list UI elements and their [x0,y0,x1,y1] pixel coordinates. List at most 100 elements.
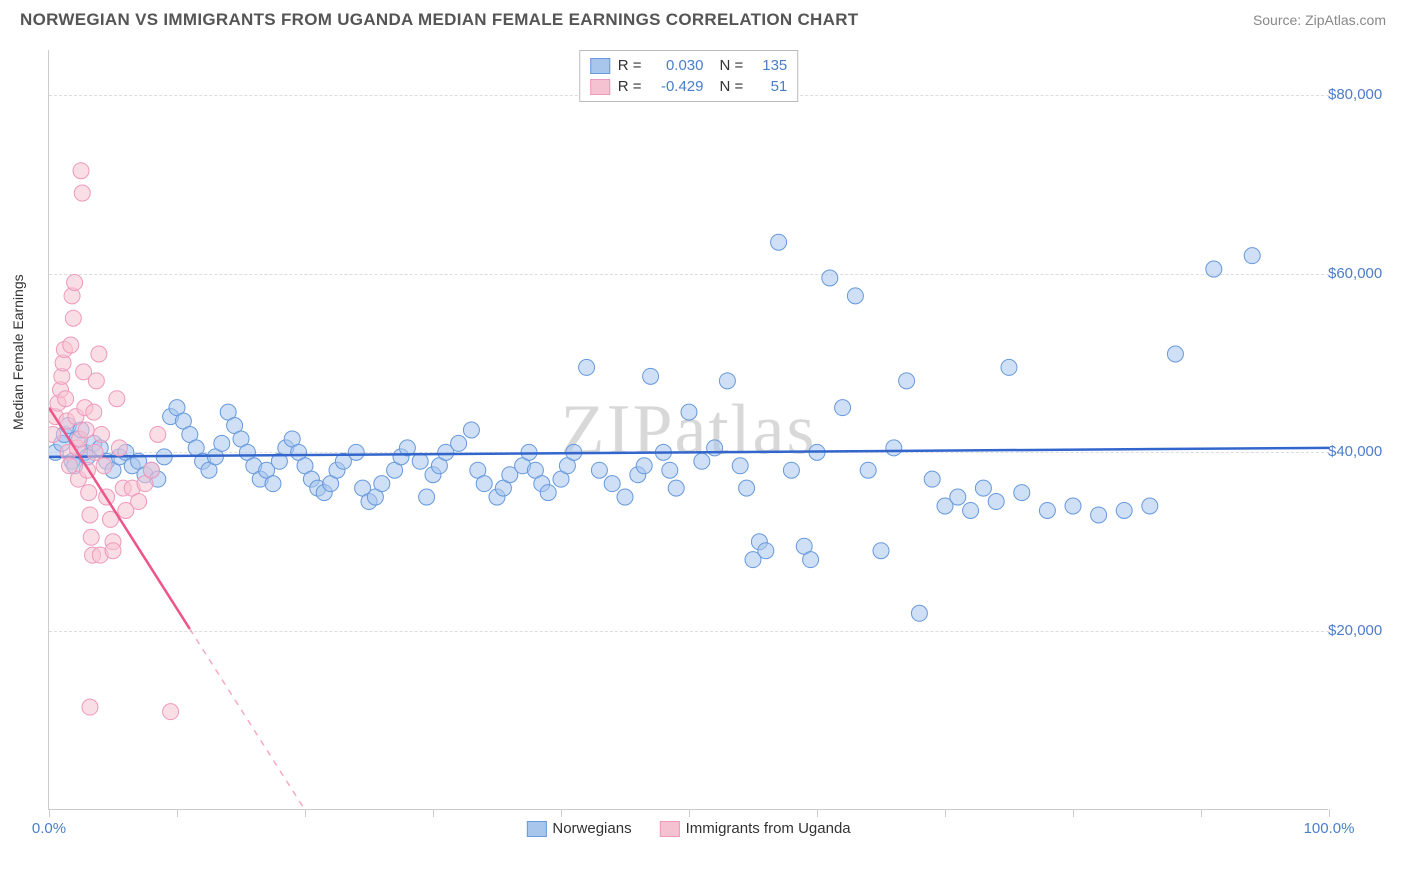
scatter-point [668,480,684,496]
scatter-point [732,458,748,474]
scatter-point [911,605,927,621]
scatter-point [131,494,147,510]
x-tick [177,809,178,817]
scatter-point [265,476,281,492]
chart-title: NORWEGIAN VS IMMIGRANTS FROM UGANDA MEDI… [20,10,858,30]
scatter-point [975,480,991,496]
legend-item: Immigrants from Uganda [660,820,851,837]
scatter-point [1001,359,1017,375]
scatter-point [694,453,710,469]
legend-bottom: Norwegians Immigrants from Uganda [526,820,850,837]
scatter-point [835,400,851,416]
y-axis-label: Median Female Earnings [10,274,26,430]
stat-r-label: R = [618,57,642,74]
scatter-point [604,476,620,492]
x-tick [1329,809,1330,817]
scatter-point [739,480,755,496]
y-tick-label: $60,000 [1328,265,1388,282]
scatter-point [58,391,74,407]
scatter-point [86,404,102,420]
scatter-point [91,346,107,362]
scatter-point [643,368,659,384]
scatter-point [65,310,81,326]
legend-item: Norwegians [526,820,631,837]
scatter-point [803,552,819,568]
scatter-point [963,502,979,518]
source-label: Source: ZipAtlas.com [1253,12,1386,28]
scatter-point [87,444,103,460]
scatter-point [1206,261,1222,277]
stat-r-value: 0.030 [650,57,704,74]
scatter-point [1014,485,1030,501]
scatter-point [74,185,90,201]
scatter-point [1244,248,1260,264]
scatter-point [707,440,723,456]
series-swatch [590,79,610,95]
scatter-point [860,462,876,478]
scatter-point [61,458,77,474]
trend-line-dashed [190,629,305,810]
scatter-point [49,426,61,442]
chart-container: Median Female Earnings ZIPatlas R =0.030… [48,50,1388,840]
scatter-point [150,426,166,442]
scatter-point [540,485,556,501]
scatter-point [88,373,104,389]
stats-row: R =0.030 N =135 [590,55,788,76]
stat-n-value: 135 [751,57,787,74]
scatter-point [681,404,697,420]
legend-label: Immigrants from Uganda [686,820,851,837]
scatter-point [82,507,98,523]
scatter-point [617,489,633,505]
scatter-point [591,462,607,478]
scatter-point [783,462,799,478]
scatter-point [476,476,492,492]
scatter-point [1091,507,1107,523]
scatter-point [111,440,127,456]
scatter-point [348,444,364,460]
scatter-point [83,529,99,545]
stats-row: R =-0.429 N =51 [590,76,788,97]
x-tick [817,809,818,817]
series-swatch [590,58,610,74]
y-tick-label: $80,000 [1328,86,1388,103]
scatter-point [451,435,467,451]
legend-label: Norwegians [552,820,631,837]
stat-r-label: R = [618,78,642,95]
scatter-point [96,458,112,474]
x-tick [689,809,690,817]
scatter-point [73,163,89,179]
scatter-point [463,422,479,438]
scatter-point [950,489,966,505]
scatter-point [78,422,94,438]
scatter-point [771,234,787,250]
x-tick [945,809,946,817]
scatter-point [579,359,595,375]
legend-swatch [526,821,546,837]
scatter-point [81,485,97,501]
x-tick [561,809,562,817]
scatter-point [636,458,652,474]
x-tick [1073,809,1074,817]
plot-area: ZIPatlas R =0.030 N =135R =-0.429 N =51 … [48,50,1328,810]
stat-n-label: N = [720,78,744,95]
scatter-point [143,462,159,478]
scatter-point [822,270,838,286]
scatter-point [1142,498,1158,514]
y-tick-label: $20,000 [1328,622,1388,639]
scatter-point [886,440,902,456]
x-tick-label-right: 100.0% [1304,820,1355,837]
scatter-point [1039,502,1055,518]
stat-r-value: -0.429 [650,78,704,95]
scatter-point [82,699,98,715]
x-tick [1201,809,1202,817]
scatter-point [63,337,79,353]
scatter-point [988,494,1004,510]
scatter-point [873,543,889,559]
scatter-point [412,453,428,469]
plot-svg [49,50,1329,810]
scatter-point [1167,346,1183,362]
scatter-point [105,543,121,559]
scatter-point [1116,502,1132,518]
x-tick-label-left: 0.0% [32,820,66,837]
scatter-point [899,373,915,389]
